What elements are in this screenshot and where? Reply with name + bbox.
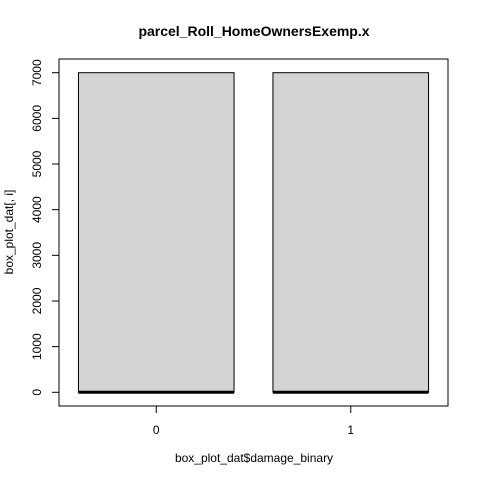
x-axis-label: box_plot_dat$damage_binary	[175, 451, 333, 465]
y-tick-label: 1000	[30, 333, 44, 360]
boxes	[77, 72, 430, 394]
box-0	[77, 72, 235, 393]
y-tick-label: 2000	[30, 287, 44, 314]
y-tick-label: 0	[30, 389, 44, 396]
y-tick-label: 3000	[30, 242, 44, 269]
y-tick-label: 4000	[30, 196, 44, 223]
y-tick-label: 7000	[30, 59, 44, 86]
y-axis-label: box_plot_dat[, i]	[2, 190, 16, 275]
y-tick-label: 5000	[30, 150, 44, 177]
x-tick-label: 1	[347, 423, 354, 437]
y-axis: 0 1000 2000 3000 4000 5000 6000 7000	[30, 59, 60, 396]
box-1	[272, 72, 430, 393]
x-tick-label: 0	[153, 423, 160, 437]
y-tick-label: 6000	[30, 105, 44, 132]
chart-title: parcel_Roll_HomeOwnersExemp.x	[138, 23, 369, 39]
